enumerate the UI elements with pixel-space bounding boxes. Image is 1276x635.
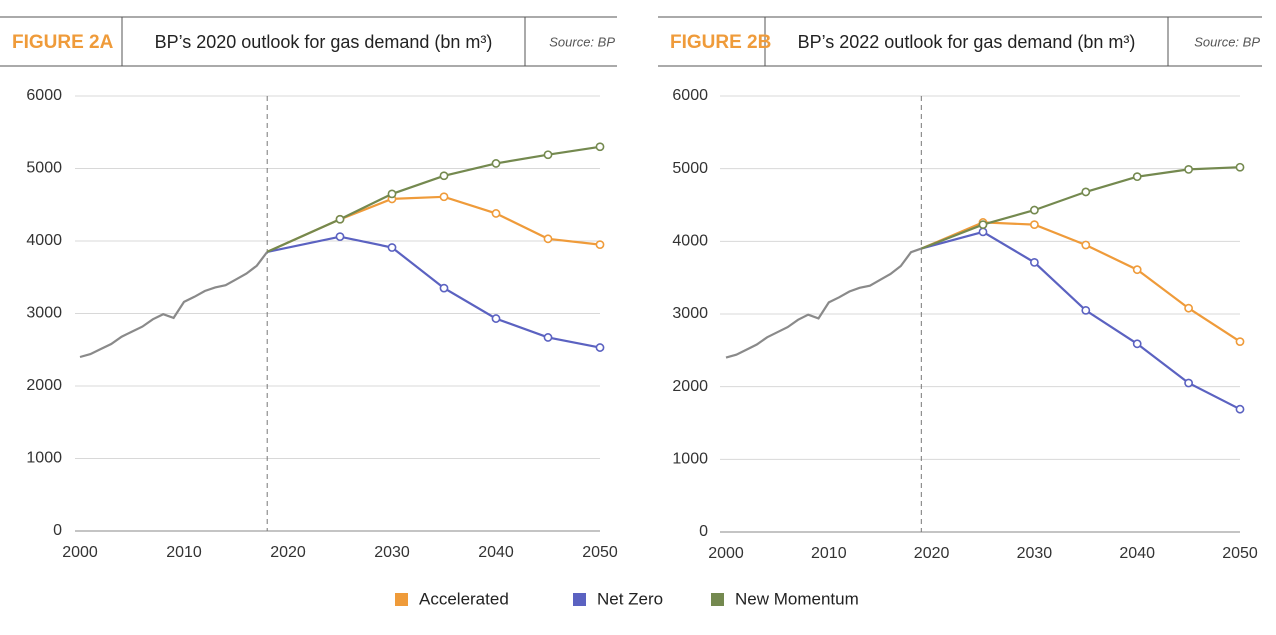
point bbox=[543, 333, 553, 342]
legend-label: New Momentum bbox=[735, 589, 859, 608]
x-tick-label: 2040 bbox=[478, 544, 514, 561]
x-tick-label: 2000 bbox=[708, 545, 744, 562]
point bbox=[439, 171, 449, 181]
legend-swatch bbox=[711, 593, 724, 606]
x-tick-label: 2030 bbox=[1017, 545, 1053, 562]
point bbox=[387, 243, 397, 252]
point bbox=[1184, 303, 1193, 313]
series-line bbox=[79, 251, 269, 359]
series-line bbox=[725, 247, 922, 359]
point bbox=[1184, 378, 1193, 388]
source: Source: BP bbox=[1194, 34, 1260, 49]
point bbox=[491, 159, 501, 168]
x-tick-label: 2050 bbox=[582, 544, 618, 561]
y-tick-label: 1000 bbox=[26, 450, 62, 467]
point bbox=[1235, 337, 1245, 347]
point bbox=[1030, 205, 1039, 215]
point bbox=[491, 209, 501, 218]
y-tick-label: 5000 bbox=[26, 160, 62, 177]
legend-swatch bbox=[395, 593, 408, 606]
point bbox=[1081, 240, 1091, 250]
point bbox=[1235, 162, 1245, 172]
x-tick-label: 2010 bbox=[166, 544, 202, 561]
chart-title: BP’s 2020 outlook for gas demand (bn m³) bbox=[155, 32, 493, 52]
x-tick-label: 2000 bbox=[62, 544, 98, 561]
point bbox=[1235, 404, 1245, 414]
x-tick-label: 2030 bbox=[374, 544, 410, 561]
y-tick-label: 2000 bbox=[26, 377, 62, 394]
point bbox=[543, 234, 553, 244]
point bbox=[387, 189, 397, 199]
point bbox=[595, 240, 605, 250]
y-tick-label: 3000 bbox=[672, 305, 708, 322]
y-tick-label: 2000 bbox=[672, 378, 708, 395]
point bbox=[543, 150, 553, 160]
point bbox=[335, 214, 345, 224]
point bbox=[1132, 172, 1142, 182]
legend-label: Net Zero bbox=[597, 589, 663, 608]
series-line: Net Zero bbox=[266, 235, 601, 349]
series-line: Accelerated bbox=[266, 195, 601, 253]
x-tick-label: 2050 bbox=[1222, 545, 1258, 562]
point bbox=[1132, 339, 1142, 349]
point bbox=[335, 232, 345, 242]
point bbox=[595, 142, 605, 152]
x-tick-label: 2020 bbox=[914, 545, 950, 562]
y-tick-label: 6000 bbox=[26, 87, 62, 104]
series-line: Accelerated bbox=[920, 221, 1241, 343]
figure-label: FIGURE 2B bbox=[670, 32, 771, 53]
point bbox=[1081, 305, 1091, 315]
point bbox=[491, 314, 501, 323]
point bbox=[1184, 164, 1193, 174]
y-tick-label: 4000 bbox=[26, 232, 62, 249]
legend-label: Accelerated bbox=[419, 589, 509, 608]
y-tick-label: 4000 bbox=[672, 233, 708, 250]
chart-title: BP’s 2022 outlook for gas demand (bn m³) bbox=[798, 32, 1136, 52]
point bbox=[439, 192, 449, 202]
point bbox=[1030, 220, 1039, 230]
x-tick-label: 2010 bbox=[811, 545, 847, 562]
point bbox=[1030, 258, 1039, 267]
legend-swatch bbox=[573, 593, 586, 606]
y-tick-label: 3000 bbox=[26, 305, 62, 322]
y-tick-label: 0 bbox=[699, 523, 708, 540]
figure-label: FIGURE 2A bbox=[12, 32, 114, 53]
point bbox=[439, 283, 449, 293]
point bbox=[1132, 265, 1142, 275]
y-tick-label: 5000 bbox=[672, 160, 708, 177]
point bbox=[978, 227, 988, 237]
point bbox=[1081, 187, 1091, 197]
x-tick-label: 2020 bbox=[270, 544, 306, 561]
y-tick-label: 0 bbox=[53, 522, 62, 539]
source: Source: BP bbox=[549, 34, 615, 49]
point bbox=[978, 220, 988, 230]
y-tick-label: 6000 bbox=[672, 87, 708, 104]
point bbox=[595, 343, 605, 352]
x-tick-label: 2040 bbox=[1119, 545, 1155, 562]
y-tick-label: 1000 bbox=[672, 451, 708, 468]
